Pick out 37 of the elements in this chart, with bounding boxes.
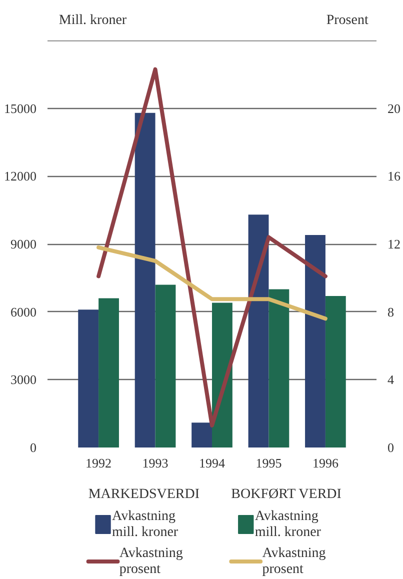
bar (212, 302, 232, 448)
legend-label: Avkastning prosent (119, 546, 183, 577)
bar (268, 289, 290, 448)
x-tick-label: 1995 (256, 456, 282, 470)
y2-tick-label: 8 (388, 304, 394, 320)
y2-tick-label: 16 (388, 168, 401, 184)
y-tick-label: 9000 (10, 236, 36, 252)
bar (192, 422, 212, 448)
bar (98, 298, 119, 448)
bar (155, 284, 176, 448)
line-series (96, 67, 328, 428)
line-series (96, 245, 328, 321)
legend-label: Avkastning mill. kroner (254, 509, 322, 540)
bar (325, 296, 346, 448)
y-tick-label: 15000 (4, 100, 36, 116)
bar (248, 214, 269, 448)
y2-tick-label: 12 (388, 236, 400, 252)
text: BOKFØRT VERDI (231, 487, 342, 502)
bar (78, 310, 99, 448)
y2-tick-label: 20 (388, 100, 400, 116)
y-axis-title: Mill. kroner (58, 13, 127, 28)
x-tick-label: 1996 (312, 456, 339, 470)
y-tick-label: 3000 (10, 372, 36, 388)
x-tick-label: 1994 (199, 456, 226, 470)
bar (134, 112, 156, 448)
y-tick-label: 6000 (10, 304, 36, 320)
y2-tick-label: 4 (388, 372, 394, 388)
legend-label: Avkastning prosent (262, 546, 326, 577)
bar (305, 234, 326, 448)
y2-tick-label: 0 (388, 440, 394, 455)
legend-label: Avkastning mill. kroner (112, 509, 178, 540)
x-tick-label: 1993 (142, 456, 168, 470)
text: MARKEDSVERDI (88, 487, 200, 502)
y2-axis-title: Prosent (326, 13, 368, 28)
y-tick-label: 12000 (4, 168, 36, 184)
y-tick-label: 0 (30, 440, 36, 455)
x-tick-label: 1992 (86, 456, 112, 470)
